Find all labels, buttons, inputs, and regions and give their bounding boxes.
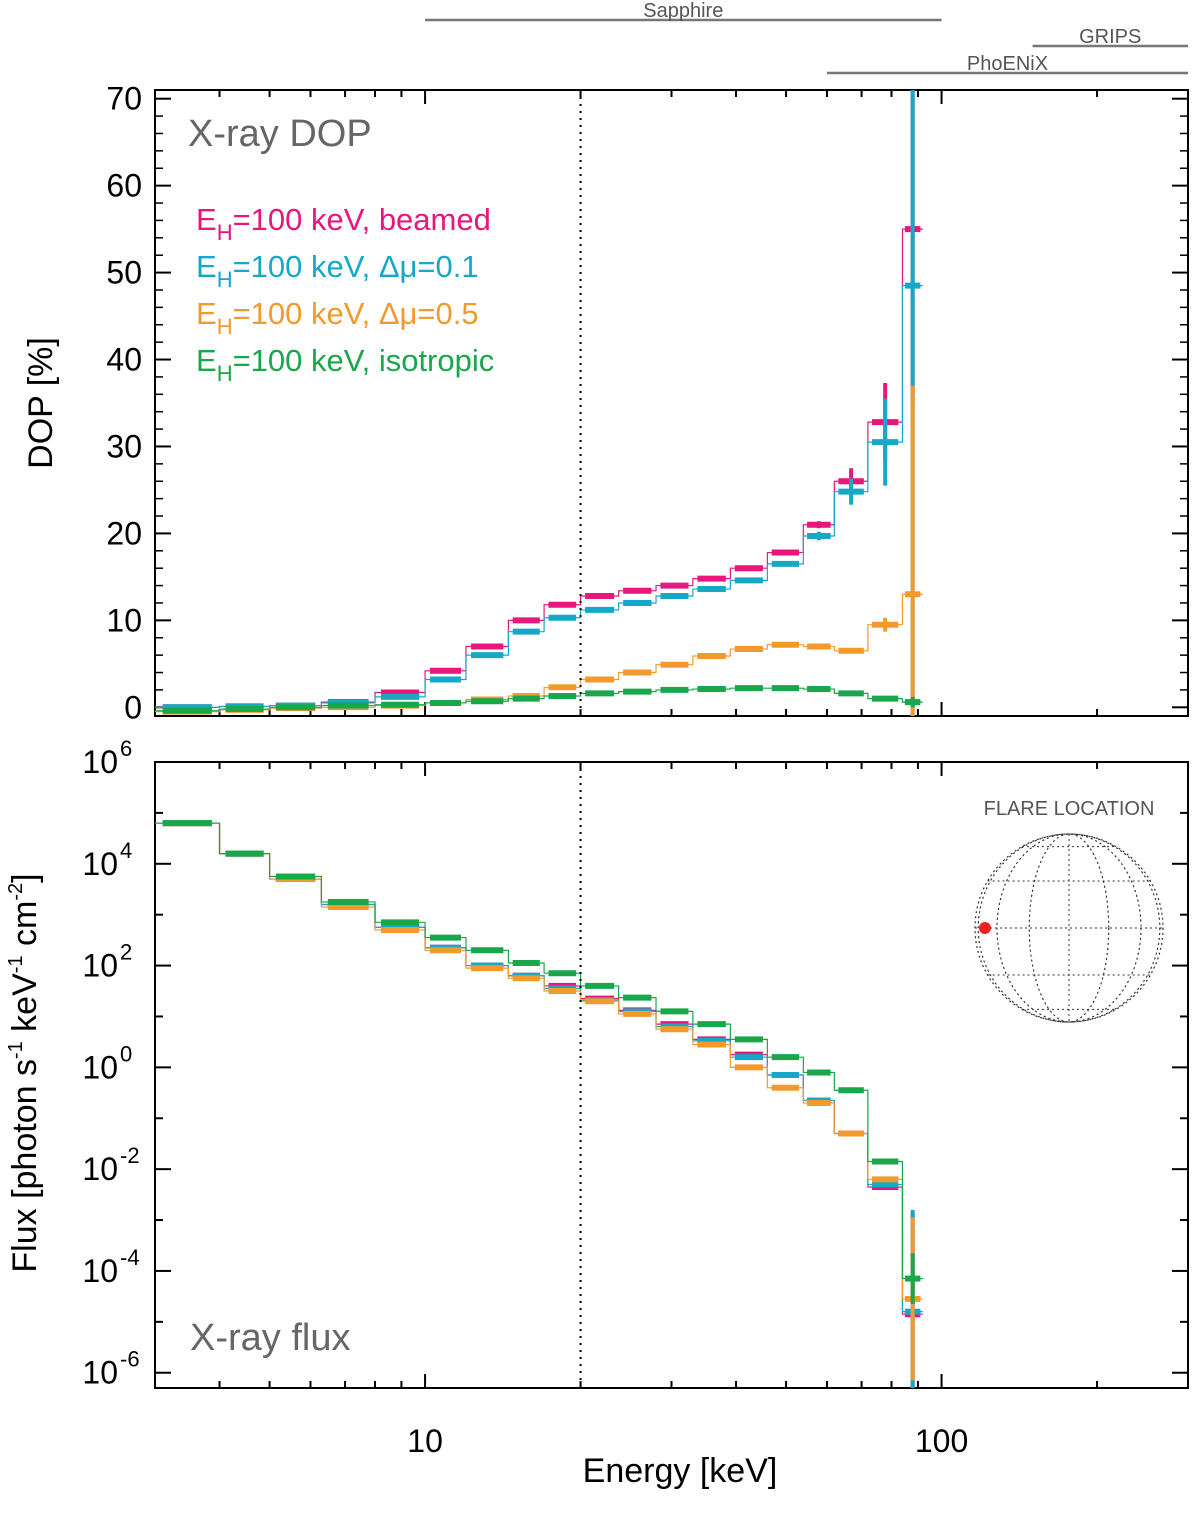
flux-y-tick-label: 10 (82, 1151, 118, 1187)
flux-y-tick-label: 10 (82, 1253, 118, 1289)
dop-series-isotropic (155, 685, 923, 714)
flux-step-line-isotropic (155, 822, 923, 1280)
legend-text: =100 keV, beamed (233, 202, 491, 237)
flux-y-axis-title: Flux [photon s-1 keV-1 cm-2] (5, 873, 44, 1272)
flare-location-inset: FLARE LOCATION (974, 798, 1164, 1023)
flux-series-dmu05 (155, 820, 923, 1381)
legend-subscript: H (217, 220, 233, 245)
legend-prefix: E (196, 202, 217, 237)
globe-longitude (977, 833, 1161, 1023)
dop-y-tick-label: 60 (106, 168, 142, 204)
flux-step-line-dmu01 (155, 822, 923, 1313)
x-tick-label: 100 (915, 1423, 968, 1459)
dop-y-tick-label: 0 (124, 689, 142, 725)
dop-panel-title: X-ray DOP (188, 113, 372, 155)
dop-series-group (155, 90, 923, 716)
globe-grid (974, 833, 1164, 1023)
flux-y-title-sup2: -1 (5, 955, 27, 973)
flare-location-marker (979, 922, 991, 934)
legend-entry-dmu01: EH=100 keV, Δμ=0.1 (196, 249, 479, 292)
legend-prefix: E (196, 249, 217, 284)
flux-panel-title: X-ray flux (190, 1317, 350, 1359)
globe-outline (974, 833, 1164, 1023)
dop-y-tick-label: 70 (106, 81, 142, 117)
flux-y-tick-exponent: -6 (120, 1347, 140, 1372)
flux-y-title-part3: cm (6, 901, 44, 956)
legend-entry-isotropic: EH=100 keV, isotropic (196, 343, 494, 386)
legend-subscript: H (217, 314, 233, 339)
flux-y-tick-exponent: -2 (120, 1143, 140, 1168)
flux-y-tick-label: 10 (82, 948, 118, 984)
dop-series-beamed (155, 90, 923, 711)
dop-y-tick-label: 20 (106, 515, 142, 551)
legend-text: =100 keV, Δμ=0.1 (233, 249, 479, 284)
dop-y-tick-label: 10 (106, 602, 142, 638)
flux-y-title-part1: Flux [photon s (6, 1059, 44, 1273)
instrument-label-grips: GRIPS (1079, 26, 1141, 48)
x-axis-title: Energy [keV] (583, 1452, 778, 1490)
dop-axis-ticks: 0 10 20 30 40 50 60 70 (106, 81, 1189, 725)
x-tick-label: 10 (407, 1423, 443, 1459)
legend-text: =100 keV, isotropic (233, 343, 495, 378)
flux-y-tick-label: 10 (82, 744, 118, 780)
flux-y-title-sup3: -2 (5, 883, 27, 901)
legend-entry-beamed: EH=100 keV, beamed (196, 202, 491, 245)
flux-series-group (155, 820, 923, 1388)
dop-series-dmu05 (155, 385, 923, 716)
globe-longitude (996, 833, 1142, 1023)
flux-y-tick-label: 10 (82, 1355, 118, 1391)
flux-series-isotropic (155, 820, 923, 1305)
dop-panel-frame (154, 89, 1189, 717)
dop-y-tick-label: 50 (106, 255, 142, 291)
dop-y-tick-label: 30 (106, 428, 142, 464)
flux-y-tick-exponent: 2 (120, 940, 132, 965)
instrument-label-sapphire: Sapphire (643, 0, 723, 22)
legend-prefix: E (196, 343, 217, 378)
dop-y-axis-title: DOP [%] (22, 337, 60, 469)
flux-step-line-dmu05 (155, 822, 923, 1300)
globe-longitude (1028, 833, 1110, 1023)
dop-y-tick-label: 40 (106, 342, 142, 378)
instrument-label-phoenix: PhoENiX (967, 53, 1048, 75)
flux-y-title-sup1: -1 (5, 1041, 27, 1059)
flux-y-tick-label: 10 (82, 1049, 118, 1085)
legend-subscript: H (217, 361, 233, 386)
flux-step-line-beamed (155, 822, 923, 1315)
legend-subscript: H (217, 267, 233, 292)
flux-y-tick-exponent: 0 (120, 1041, 132, 1066)
flux-y-tick-exponent: 6 (120, 736, 132, 761)
flux-y-tick-label: 10 (82, 846, 118, 882)
flux-y-tick-exponent: 4 (120, 838, 132, 863)
flux-panel-frame (154, 761, 1189, 1389)
flare-location-title: FLARE LOCATION (984, 798, 1155, 820)
globe-longitude (996, 833, 1142, 1023)
flux-y-title-part2: keV (6, 973, 44, 1041)
flux-y-title-part4: ] (6, 873, 44, 882)
legend-prefix: E (196, 296, 217, 331)
flux-y-tick-exponent: -4 (120, 1245, 140, 1270)
instrument-range-group: Sapphire GRIPS PhoENiX (425, 0, 1188, 75)
legend-entry-dmu05: EH=100 keV, Δμ=0.5 (196, 296, 479, 339)
legend-text: =100 keV, Δμ=0.5 (233, 296, 479, 331)
